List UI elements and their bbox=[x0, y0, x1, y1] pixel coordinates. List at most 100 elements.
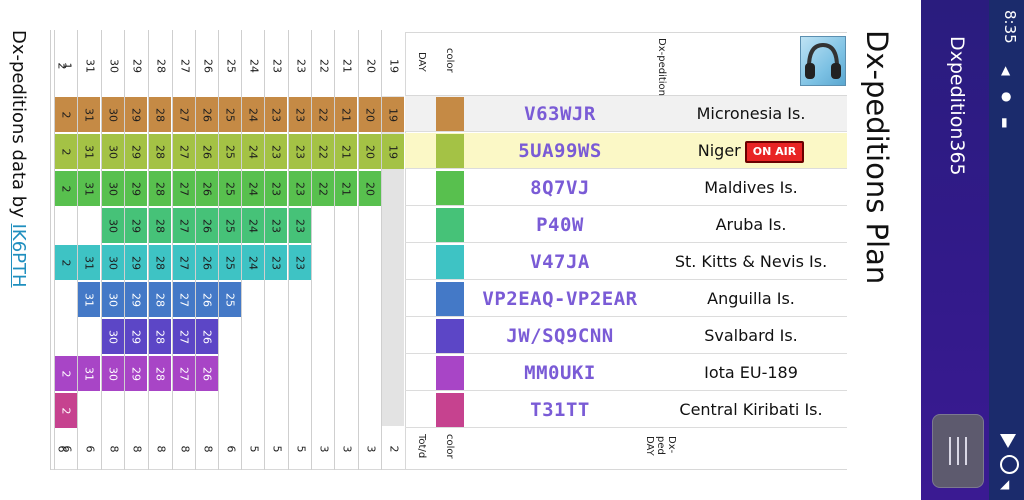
color-swatch bbox=[436, 171, 464, 205]
total-cell-text: 6 bbox=[55, 445, 68, 453]
table-footer-header bbox=[405, 428, 847, 470]
callsign[interactable]: VP2EAQ-VP2EAR bbox=[482, 288, 638, 310]
app-title: Dxpedition365 bbox=[946, 36, 968, 176]
day-cell: 23 bbox=[289, 134, 311, 169]
day-cell: 28 bbox=[149, 208, 171, 243]
grid-line bbox=[54, 30, 55, 470]
day-cell-number: 26 bbox=[200, 107, 214, 122]
grid-line bbox=[124, 30, 125, 470]
callsign[interactable]: JW/SQ9CNN bbox=[506, 325, 614, 347]
header-day-number-text: 24 bbox=[247, 59, 260, 73]
grid-line bbox=[172, 30, 173, 470]
header-day-number-text: 30 bbox=[107, 59, 120, 73]
total-cell: 6 bbox=[78, 439, 101, 459]
day-cell-number: 23 bbox=[269, 218, 283, 233]
day-cell-number: 23 bbox=[269, 144, 283, 159]
headphones-logo-icon bbox=[800, 36, 846, 86]
day-cell-number: 28 bbox=[153, 107, 167, 122]
header-day-label: DAY bbox=[416, 52, 427, 72]
status-bar bbox=[989, 0, 1024, 500]
day-cell-number: 29 bbox=[129, 329, 143, 344]
day-cell: 20 bbox=[359, 134, 381, 169]
menu-button[interactable] bbox=[932, 414, 984, 488]
day-cell: 22 bbox=[312, 171, 334, 206]
location: Micronesia Is. bbox=[656, 96, 846, 132]
day-cell: 30 bbox=[102, 356, 124, 391]
callsign[interactable]: MM0UKI bbox=[524, 362, 596, 384]
day-cell-number: 23 bbox=[293, 144, 307, 159]
location: Maldives Is. bbox=[656, 170, 846, 206]
day-cell: 30 bbox=[102, 97, 124, 132]
day-cell: 26 bbox=[196, 134, 218, 169]
total-cell-text: 5 bbox=[247, 445, 260, 453]
total-cell: 3 bbox=[359, 439, 382, 459]
day-cell-number: 2 bbox=[59, 259, 73, 266]
day-cell-number: 20 bbox=[363, 144, 377, 159]
day-cell: 26 bbox=[196, 356, 218, 391]
grid-line bbox=[241, 30, 242, 470]
dxpedition-row[interactable]: JW/SQ9CNN Svalbard Is. bbox=[405, 318, 847, 354]
day-cell: 22 bbox=[312, 134, 334, 169]
total-cell-text: 8 bbox=[154, 445, 167, 453]
total-cell-text: 5 bbox=[294, 445, 307, 453]
callsign[interactable]: 8Q7VJ bbox=[530, 177, 590, 199]
back-nav-icon[interactable] bbox=[1000, 434, 1016, 448]
day-cell: 31 bbox=[78, 245, 100, 280]
dxpedition-row[interactable]: P40W Aruba Is. bbox=[405, 207, 847, 243]
dxpedition-row[interactable]: T31TT Central Kiribati Is. bbox=[405, 392, 847, 428]
dxpedition-row[interactable]: VP2EAQ-VP2EAR Anguilla Is. bbox=[405, 281, 847, 317]
day-cell-number: 24 bbox=[246, 144, 260, 159]
day-cell: 26 bbox=[196, 97, 218, 132]
day-cell-number: 19 bbox=[386, 107, 400, 122]
header-day-number: 23 bbox=[265, 56, 288, 76]
day-cell: 27 bbox=[173, 245, 195, 280]
day-cell: 29 bbox=[125, 208, 147, 243]
day-cell-number: 27 bbox=[177, 144, 191, 159]
dxpedition-row[interactable]: V47JA St. Kitts & Nevis Is. bbox=[405, 244, 847, 280]
header-day-number-text: 23 bbox=[294, 59, 307, 73]
day-cell: 22 bbox=[312, 97, 334, 132]
day-cell-number: 24 bbox=[246, 218, 260, 233]
dxpedition-row[interactable]: 8Q7VJ Maldives Is. bbox=[405, 170, 847, 206]
callsign[interactable]: V63WJR bbox=[524, 103, 596, 125]
header-day-number: 26 bbox=[196, 56, 219, 76]
grid-line bbox=[50, 30, 51, 470]
day-cell-number: 27 bbox=[177, 181, 191, 196]
day-cell-number: 22 bbox=[316, 107, 330, 122]
day-cell: 25 bbox=[219, 97, 241, 132]
day-cell: 23 bbox=[265, 97, 287, 132]
credit-link[interactable]: IK6PTH bbox=[8, 223, 29, 288]
header-color-label: color bbox=[444, 48, 455, 73]
day-cell: 30 bbox=[102, 208, 124, 243]
home-nav-icon[interactable] bbox=[1000, 455, 1019, 474]
day-cell-number: 26 bbox=[200, 255, 214, 270]
day-cell-number: 23 bbox=[293, 255, 307, 270]
dxpedition-row[interactable]: V63WJR Micronesia Is. bbox=[405, 96, 847, 132]
media-icon: ● bbox=[1001, 89, 1012, 103]
day-cell: 2 bbox=[55, 171, 77, 206]
color-swatch bbox=[436, 282, 464, 316]
day-cell: 23 bbox=[289, 171, 311, 206]
grid-line bbox=[77, 30, 78, 470]
dxpedition-row[interactable]: MM0UKI Iota EU-189 bbox=[405, 355, 847, 391]
total-cell-text: 8 bbox=[178, 445, 191, 453]
day-cell: 30 bbox=[102, 319, 124, 354]
day-cell-number: 27 bbox=[177, 255, 191, 270]
total-cell: 3 bbox=[312, 439, 335, 459]
day-cell: 2 bbox=[55, 97, 77, 132]
header-day-number-text: 26 bbox=[201, 59, 214, 73]
callsign[interactable]: 5UA99WS bbox=[518, 140, 602, 162]
day-cell-number: 23 bbox=[293, 107, 307, 122]
callsign[interactable]: T31TT bbox=[530, 399, 590, 421]
total-cell: 5 bbox=[265, 439, 288, 459]
callsign[interactable]: V47JA bbox=[530, 251, 590, 273]
day-cell: 28 bbox=[149, 134, 171, 169]
day-cell: 27 bbox=[173, 97, 195, 132]
total-cell: 8 bbox=[173, 439, 196, 459]
day-cell: 30 bbox=[102, 134, 124, 169]
callsign[interactable]: P40W bbox=[536, 214, 584, 236]
day-cell-number: 23 bbox=[293, 181, 307, 196]
table-header bbox=[405, 32, 847, 96]
day-cell-number: 30 bbox=[106, 144, 120, 159]
dxpedition-row[interactable]: 5UA99WS Niger ON AIR bbox=[405, 133, 847, 169]
